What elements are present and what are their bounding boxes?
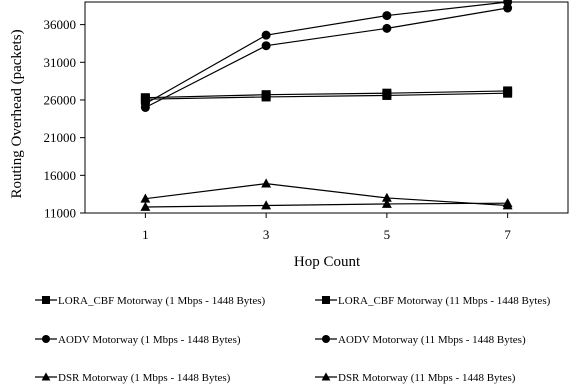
series-2 bbox=[140, 88, 513, 104]
legend-circle-marker bbox=[322, 335, 330, 343]
square-point bbox=[382, 90, 392, 100]
circle-point bbox=[140, 103, 150, 112]
triangle-point bbox=[140, 193, 151, 203]
legend-item: LORA_CBF Motorway (1 Mbps - 1448 Bytes) bbox=[35, 295, 266, 307]
circle-point bbox=[503, 3, 513, 13]
legend-triangle-marker bbox=[41, 372, 51, 381]
series-line bbox=[145, 7, 508, 109]
y-tick-label: 21000 bbox=[44, 130, 77, 145]
legend-label: LORA_CBF Motorway (11 Mbps - 1448 Bytes) bbox=[338, 295, 551, 307]
triangle-point bbox=[261, 200, 272, 210]
legend-circle-marker bbox=[42, 335, 50, 343]
legend-square-marker bbox=[322, 296, 330, 304]
circle-point bbox=[382, 23, 392, 33]
circle-point bbox=[382, 11, 392, 21]
x-axis-title: Hop Count bbox=[294, 254, 361, 270]
circle-point bbox=[261, 41, 271, 51]
y-tick-label: 26000 bbox=[44, 92, 77, 107]
y-axis-title: Routing Overhead (packets) bbox=[9, 29, 25, 198]
x-tick-label: 5 bbox=[384, 227, 391, 242]
legend-label: AODV Motorway (11 Mbps - 1448 Bytes) bbox=[338, 334, 526, 346]
legend-item: DSR Motorway (11 Mbps - 1448 Bytes) bbox=[315, 372, 516, 384]
legend-label: DSR Motorway (1 Mbps - 1448 Bytes) bbox=[58, 372, 231, 384]
plot-border bbox=[84, 1, 569, 214]
series-layer bbox=[140, 0, 513, 211]
legend-item: LORA_CBF Motorway (11 Mbps - 1448 Bytes) bbox=[315, 295, 551, 307]
legend-item: AODV Motorway (11 Mbps - 1448 Bytes) bbox=[315, 334, 526, 346]
triangle-point bbox=[381, 198, 392, 208]
legend-item: AODV Motorway (1 Mbps - 1448 Bytes) bbox=[35, 334, 241, 346]
y-tick-label: 11000 bbox=[44, 206, 76, 221]
legend-label: AODV Motorway (1 Mbps - 1448 Bytes) bbox=[58, 334, 241, 346]
legend: LORA_CBF Motorway (1 Mbps - 1448 Bytes) L… bbox=[35, 295, 551, 384]
triangle-point bbox=[261, 178, 272, 188]
series-line bbox=[145, 1, 508, 105]
square-point bbox=[503, 88, 513, 98]
legend-item: DSR Motorway (1 Mbps - 1448 Bytes) bbox=[35, 372, 231, 384]
x-tick-label: 7 bbox=[504, 227, 511, 242]
series-line bbox=[145, 92, 508, 100]
legend-square-marker bbox=[42, 296, 50, 304]
x-tick-label: 3 bbox=[263, 227, 270, 242]
circle-point bbox=[261, 30, 271, 40]
triangle-point bbox=[381, 192, 392, 202]
series-4 bbox=[140, 3, 513, 112]
square-point bbox=[261, 92, 271, 102]
y-tick-label: 16000 bbox=[44, 168, 77, 183]
series-line bbox=[145, 183, 508, 207]
axes: 11000 16000 21000 26000 31000 36000 1 3 5 7 bbox=[44, 1, 569, 242]
square-point bbox=[140, 94, 150, 104]
x-tick-label: 1 bbox=[142, 227, 149, 242]
y-tick-label: 31000 bbox=[44, 55, 77, 70]
legend-label: DSR Motorway (11 Mbps - 1448 Bytes) bbox=[338, 372, 516, 384]
triangle-point bbox=[140, 201, 151, 211]
series-6 bbox=[140, 198, 513, 211]
series-line bbox=[145, 90, 508, 99]
y-tick-label: 36000 bbox=[44, 17, 77, 32]
legend-label: LORA_CBF Motorway (1 Mbps - 1448 Bytes) bbox=[58, 295, 266, 307]
series-line bbox=[145, 202, 508, 208]
triangle-point bbox=[502, 198, 513, 208]
legend-triangle-marker bbox=[321, 372, 331, 381]
